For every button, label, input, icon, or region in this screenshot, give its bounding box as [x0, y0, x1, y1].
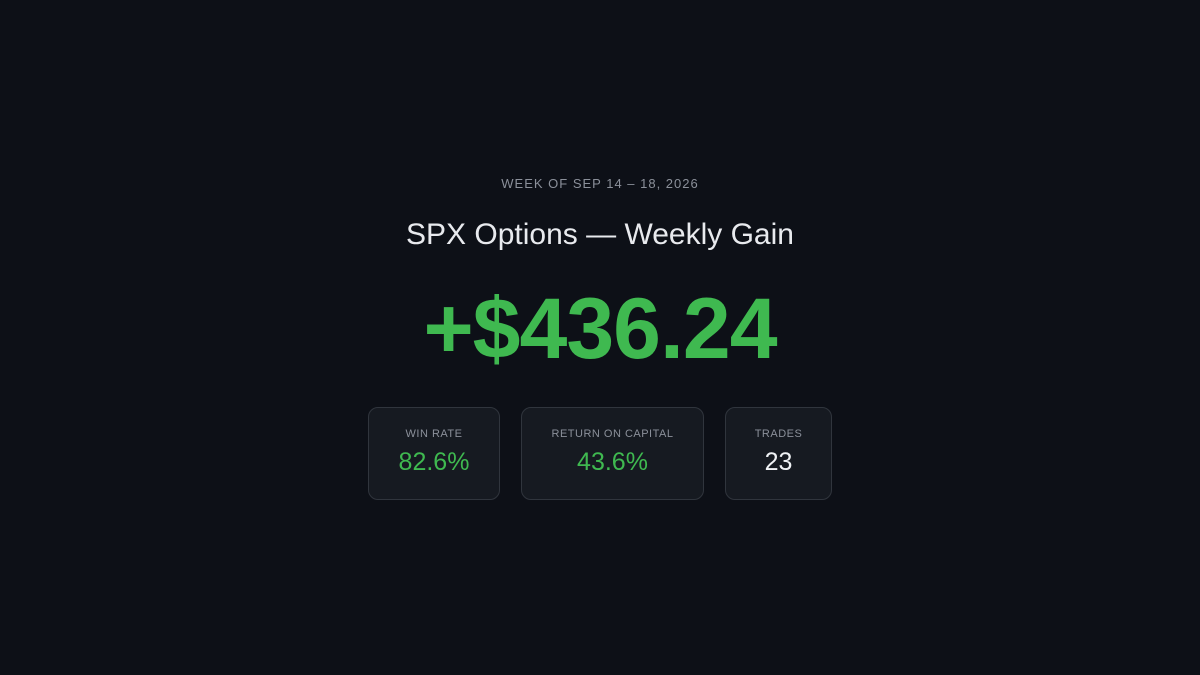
gain-amount: +$436.24 [423, 281, 777, 377]
stat-card: RETURN ON CAPITAL 43.6% [521, 407, 704, 500]
stat-card: TRADES 23 [725, 407, 832, 500]
stat-label: RETURN ON CAPITAL [551, 428, 674, 440]
stat-value: 43.6% [577, 448, 648, 476]
stat-value: 23 [764, 448, 793, 476]
title: SPX Options — Weekly Gain [406, 218, 794, 251]
period: WEEK OF SEP 14 – 18, 2026 [501, 176, 699, 191]
stat-label: TRADES [754, 428, 803, 440]
stat-card: WIN RATE 82.6% [368, 407, 500, 500]
stats: WIN RATE 82.6% RETURN ON CAPITAL 43.6% T… [0, 407, 1200, 500]
stat-label: WIN RATE [405, 428, 463, 440]
stat-value: 82.6% [398, 448, 470, 476]
